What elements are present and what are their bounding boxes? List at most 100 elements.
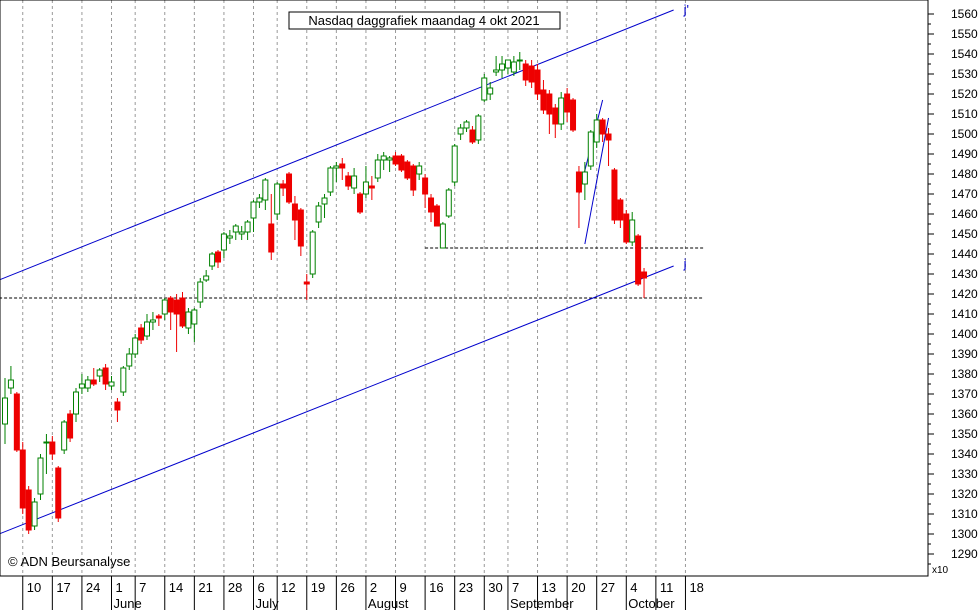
candle-body-48 bbox=[286, 173, 293, 203]
candle-22 bbox=[132, 334, 139, 358]
x-tick-label-16: 30 bbox=[488, 580, 502, 595]
candle-39 bbox=[232, 224, 239, 240]
candle-37 bbox=[220, 232, 227, 258]
candle-body-45 bbox=[268, 223, 275, 253]
candle-101 bbox=[599, 118, 606, 142]
candle-body-81 bbox=[481, 77, 488, 101]
candle-body-49 bbox=[291, 203, 298, 221]
x-month-label-3: June bbox=[114, 596, 142, 610]
candle-86 bbox=[510, 56, 517, 76]
y-tick-label-7: 1360 bbox=[951, 407, 978, 421]
candle-66 bbox=[392, 152, 399, 166]
candle-49 bbox=[291, 196, 298, 240]
candle-body-71 bbox=[422, 177, 429, 195]
candle-body-23 bbox=[138, 327, 145, 341]
x-tick-label-18: 13 bbox=[542, 580, 556, 595]
candle-92 bbox=[546, 90, 553, 134]
x-tick-label-17: 7 bbox=[512, 580, 519, 595]
candle-76 bbox=[451, 144, 458, 186]
y-tick-label-0: 1290 bbox=[951, 547, 978, 561]
candle-body-18 bbox=[108, 381, 115, 387]
candle-body-6 bbox=[37, 457, 44, 495]
x-tick-label-14: 16 bbox=[429, 580, 443, 595]
candle-body-57 bbox=[339, 163, 346, 169]
candle-105 bbox=[623, 210, 630, 244]
candle-body-25 bbox=[149, 319, 156, 323]
trendline-label-1: j bbox=[683, 256, 687, 271]
candle-19 bbox=[114, 398, 121, 422]
candle-29 bbox=[173, 294, 180, 352]
x-tick-label-5: 14 bbox=[169, 580, 183, 595]
candle-5 bbox=[31, 498, 38, 530]
y-tick-label-10: 1390 bbox=[951, 347, 978, 361]
candle-body-105 bbox=[623, 213, 630, 243]
candle-body-27 bbox=[161, 299, 168, 315]
candle-107 bbox=[635, 234, 642, 286]
candle-body-16 bbox=[96, 369, 103, 377]
candle-91 bbox=[540, 80, 547, 114]
candle-body-32 bbox=[191, 309, 198, 325]
trendline-0 bbox=[0, 9, 674, 281]
candle-12 bbox=[73, 388, 80, 422]
candle-body-62 bbox=[368, 185, 375, 189]
y-tick-label-18: 1470 bbox=[951, 187, 978, 201]
candle-31 bbox=[185, 308, 192, 334]
candle-body-74 bbox=[439, 223, 446, 249]
candles bbox=[2, 52, 648, 534]
trendline-3 bbox=[584, 117, 610, 245]
candle-body-5 bbox=[31, 501, 38, 527]
candle-104 bbox=[617, 198, 624, 228]
x-month-label-17: September bbox=[510, 596, 574, 610]
candle-body-4 bbox=[25, 489, 32, 531]
candle-body-12 bbox=[73, 391, 80, 415]
y-axis: 1290 1300 1310 1320 1330 1340 1350 1360 1370 1380… bbox=[928, 7, 978, 565]
candle-body-63 bbox=[374, 159, 381, 179]
candle-body-64 bbox=[380, 155, 387, 161]
candle-body-34 bbox=[203, 275, 210, 281]
y-tick-label-4: 1330 bbox=[951, 467, 978, 481]
y-tick-label-13: 1420 bbox=[951, 287, 978, 301]
candle-body-1 bbox=[7, 379, 14, 389]
candle-68 bbox=[404, 160, 411, 180]
candle-body-50 bbox=[297, 209, 304, 247]
x-tick-label-10: 19 bbox=[311, 580, 325, 595]
candle-body-9 bbox=[55, 467, 62, 519]
candle-body-35 bbox=[209, 253, 216, 267]
x-tick-label-0: 10 bbox=[27, 580, 41, 595]
y-tick-label-19: 1480 bbox=[951, 167, 978, 181]
candle-body-101 bbox=[599, 119, 606, 135]
candle-83 bbox=[493, 56, 500, 76]
candle-body-31 bbox=[185, 311, 192, 329]
candle-body-80 bbox=[475, 115, 482, 141]
candle-body-47 bbox=[280, 183, 287, 189]
candle-6 bbox=[37, 454, 44, 500]
y-tick-label-2: 1310 bbox=[951, 507, 978, 521]
candle-32 bbox=[191, 308, 198, 342]
candle-8 bbox=[49, 436, 56, 460]
candle-67 bbox=[398, 154, 405, 172]
y-tick-label-1: 1300 bbox=[951, 527, 978, 541]
candle-96 bbox=[570, 98, 577, 132]
candle-body-8 bbox=[49, 441, 56, 455]
candle-45 bbox=[268, 194, 275, 260]
candle-11 bbox=[67, 410, 74, 442]
candle-body-41 bbox=[244, 221, 251, 233]
candle-9 bbox=[55, 466, 62, 522]
candle-body-77 bbox=[457, 127, 464, 135]
candle-2 bbox=[13, 392, 20, 452]
candle-71 bbox=[422, 174, 429, 208]
x-tick-label-21: 4 bbox=[630, 580, 637, 595]
candle-58 bbox=[345, 172, 352, 190]
candle-body-33 bbox=[197, 281, 204, 303]
candle-72 bbox=[428, 194, 435, 222]
candle-body-36 bbox=[215, 251, 222, 263]
y-tick-label-12: 1410 bbox=[951, 307, 978, 321]
candle-47 bbox=[280, 180, 287, 196]
candle-body-40 bbox=[238, 231, 245, 235]
candle-body-76 bbox=[451, 145, 458, 183]
candle-3 bbox=[19, 442, 26, 514]
candle-body-38 bbox=[226, 235, 233, 239]
candle-body-75 bbox=[445, 189, 452, 217]
